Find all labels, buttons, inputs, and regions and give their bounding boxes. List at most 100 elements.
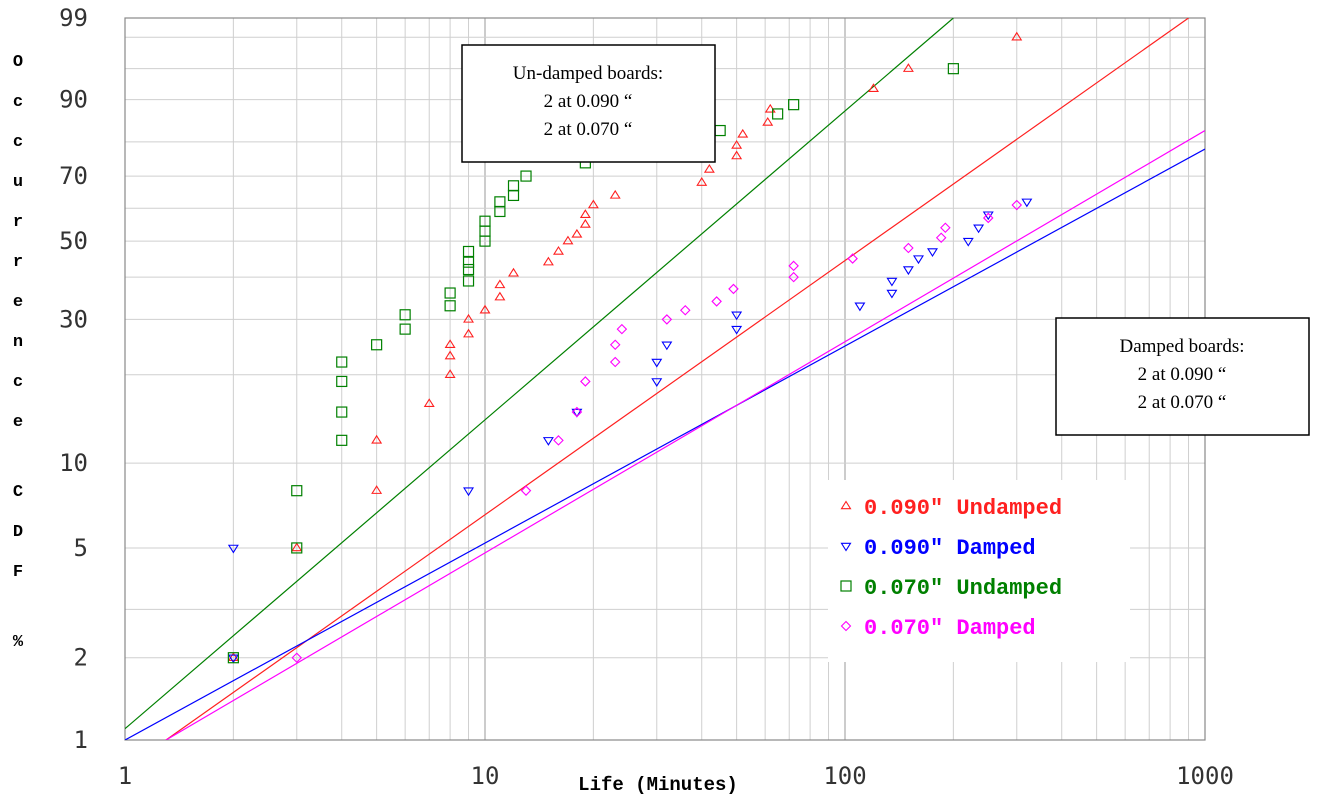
data-point	[520, 485, 532, 496]
data-point	[788, 99, 800, 111]
data-point	[703, 163, 715, 173]
data-point	[444, 287, 456, 299]
data-point	[886, 277, 898, 287]
y-tick-label: 70	[59, 162, 88, 190]
y-tick-label: 99	[59, 4, 88, 32]
y-tick-label: 5	[74, 534, 88, 562]
data-point	[854, 302, 866, 312]
annotation-undamped-line-1: Un-damped boards:	[513, 63, 663, 84]
legend-marker	[840, 500, 852, 510]
annotation-undamped-line-2: 2 at 0.090 “	[544, 91, 633, 112]
data-point	[714, 124, 726, 137]
data-point	[772, 108, 784, 120]
data-point	[227, 652, 239, 664]
data-point	[479, 215, 491, 227]
x-tick-label: 100	[823, 762, 866, 790]
y-axis-label-letter: c	[13, 373, 23, 392]
y-axis-label-letter: u	[13, 173, 23, 192]
data-point	[336, 356, 348, 368]
data-point	[731, 311, 743, 321]
y-tick-label: 90	[59, 86, 88, 114]
data-point	[494, 279, 506, 289]
data-point	[371, 434, 383, 444]
y-tick-labels: 99 90 70 50 30 10 5 2 1	[59, 4, 88, 754]
data-point	[731, 150, 743, 160]
data-point	[399, 323, 411, 335]
data-point	[552, 245, 564, 255]
fit-line	[165, 18, 1189, 740]
legend-label: 0.090" Damped	[864, 536, 1036, 561]
data-point	[444, 369, 456, 378]
x-tick-label: 1000	[1176, 762, 1234, 790]
fit-lines	[125, 18, 1205, 740]
y-tick-label: 30	[59, 305, 88, 333]
y-axis-label-letter: r	[13, 213, 23, 232]
data-point	[679, 304, 691, 316]
legend-label: 0.090" Undamped	[864, 496, 1062, 521]
x-axis-label: Life (Minutes)	[578, 774, 738, 796]
data-point	[728, 283, 739, 295]
data-point	[444, 350, 456, 360]
x-tick-label: 1	[118, 762, 132, 790]
legend-marker	[840, 580, 852, 592]
y-axis-label-letter: C	[13, 483, 23, 502]
data-point	[462, 245, 475, 258]
data-point	[609, 189, 621, 199]
y-tick-label: 2	[74, 644, 88, 672]
data-point	[227, 654, 239, 664]
legend-marker	[840, 620, 852, 632]
data-point	[399, 309, 411, 321]
data-point	[291, 652, 303, 664]
data-point	[444, 300, 456, 312]
data-point	[462, 263, 475, 276]
data-point	[562, 235, 574, 245]
y-axis-label-letter: c	[13, 93, 23, 112]
data-point	[520, 170, 532, 182]
annotation-undamped: Un-damped boards: 2 at 0.090 “ 2 at 0.07…	[461, 44, 716, 163]
y-axis-label-letter: %	[13, 633, 24, 652]
data-point	[507, 189, 520, 202]
y-axis-label-letter: e	[13, 293, 23, 312]
data-point	[579, 218, 591, 228]
data-point	[463, 487, 475, 497]
data-point	[973, 224, 985, 234]
data-point	[571, 406, 583, 418]
data-point	[336, 406, 348, 418]
data-point	[463, 313, 475, 323]
y-tick-label: 1	[74, 726, 88, 754]
y-axis-label-letter: n	[13, 333, 23, 352]
data-point	[571, 408, 583, 418]
data-point	[696, 177, 708, 186]
data-point	[762, 116, 774, 126]
data-point	[291, 485, 303, 497]
y-axis-label-letter: F	[13, 563, 23, 582]
y-axis-label-letter: r	[13, 253, 23, 272]
x-tick-labels: 1 10 100 1000	[118, 762, 1234, 790]
data-point	[423, 398, 435, 408]
data-point	[651, 378, 663, 387]
data-point	[371, 339, 383, 351]
legend-marker	[840, 542, 852, 552]
data-point	[336, 375, 348, 388]
data-point	[542, 256, 554, 266]
annotation-damped-line-1: Damped boards:	[1119, 336, 1244, 357]
data-point	[1011, 199, 1023, 211]
data-point	[788, 260, 799, 272]
data-points	[227, 31, 1033, 664]
data-point	[444, 339, 456, 349]
data-point	[788, 271, 799, 283]
data-point	[868, 83, 879, 93]
data-point	[731, 325, 743, 335]
data-point	[927, 248, 938, 258]
data-point	[962, 237, 974, 247]
data-point	[847, 253, 858, 264]
data-point	[902, 266, 914, 276]
data-point	[609, 356, 621, 368]
data-point	[661, 314, 673, 325]
y-axis-label-letter: O	[13, 53, 23, 72]
legend-label: 0.070" Undamped	[864, 576, 1062, 601]
fit-line	[125, 148, 1205, 740]
data-point	[463, 328, 475, 338]
data-point	[494, 196, 506, 208]
